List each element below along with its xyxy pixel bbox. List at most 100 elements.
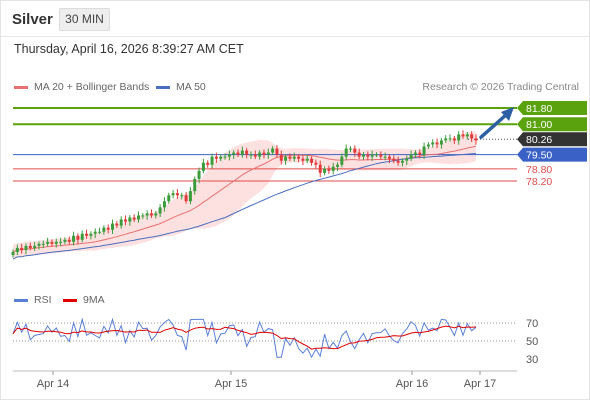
candle-body <box>422 146 426 155</box>
candle-body <box>383 156 387 158</box>
candle-body <box>435 142 439 145</box>
candle-body <box>162 201 166 208</box>
candle-body <box>201 162 205 171</box>
ma50-swatch <box>156 86 170 89</box>
candle-body <box>145 213 149 216</box>
bollinger-bands <box>13 131 476 260</box>
candle-body <box>279 154 283 161</box>
candle-body <box>227 154 231 157</box>
candle-body <box>197 170 201 179</box>
resistance-tag <box>517 117 587 132</box>
axis-label: Apr 14 <box>37 378 69 390</box>
candle-body <box>236 152 240 155</box>
candle-body <box>50 241 54 244</box>
chart-header: Silver 30 MIN <box>1 1 590 37</box>
candle-body <box>374 154 378 156</box>
candle-body <box>124 219 128 222</box>
candle-body <box>132 217 136 220</box>
ma50-line <box>12 153 477 260</box>
rsi-tick: 50 <box>526 336 538 348</box>
candle-body <box>444 138 448 141</box>
rsi-ma-swatch <box>63 299 77 302</box>
candle-body <box>418 152 422 155</box>
candle-body <box>314 162 318 165</box>
candle-body <box>318 164 322 173</box>
symbol-title: Silver <box>12 11 53 28</box>
ma50-label: MA 50 <box>176 81 206 93</box>
candle-body <box>11 251 15 256</box>
candle-body <box>98 231 102 233</box>
axis-label: Apr 15 <box>215 378 247 390</box>
candle-body <box>54 241 58 244</box>
candle-body <box>141 215 145 217</box>
rsi-label: RSI <box>34 294 52 306</box>
support-tag-label: 78.80 <box>526 164 552 176</box>
candle-body <box>46 241 50 244</box>
candle-body <box>470 134 474 139</box>
candle-body <box>370 154 374 157</box>
timeframe-button[interactable]: 30 MIN <box>59 8 110 31</box>
resistance-tag <box>517 101 587 115</box>
candle-body <box>387 156 391 159</box>
candle-body <box>158 207 162 214</box>
candle-body <box>24 245 28 250</box>
candle-body <box>340 156 344 165</box>
candle-body <box>167 195 171 202</box>
candle-body <box>115 223 119 226</box>
candle-body <box>89 233 93 236</box>
candle-body <box>240 150 244 155</box>
candle-body <box>72 235 76 242</box>
candle-body <box>28 245 32 248</box>
arrow-head <box>501 107 514 121</box>
candle-body <box>344 148 348 157</box>
last-tag-label: 80.26 <box>526 134 552 146</box>
candle-body <box>305 158 309 161</box>
candle-body <box>353 148 357 153</box>
candle-body <box>266 152 270 155</box>
candle-body <box>336 164 340 167</box>
candle-body <box>448 138 452 140</box>
candle-body <box>452 138 456 141</box>
candle-body <box>439 140 443 145</box>
candle-body <box>323 168 327 173</box>
candle-body <box>210 156 214 165</box>
pivot-tag-label: 79.50 <box>526 150 552 162</box>
research-credit: Research © 2026 Trading Central <box>422 81 579 93</box>
candle-body <box>41 243 45 245</box>
candle-body <box>284 156 288 161</box>
candle-body <box>275 148 279 155</box>
candle-body <box>258 152 262 157</box>
candle-body <box>180 195 184 197</box>
candle-body <box>327 168 331 171</box>
candle-body <box>33 245 37 248</box>
candle-body <box>206 162 210 165</box>
candle-body <box>253 154 257 157</box>
candle-body <box>310 158 314 163</box>
candle-body <box>349 148 353 150</box>
candle-body <box>413 152 417 155</box>
candle-body <box>67 239 71 242</box>
arrow-shaft <box>479 112 509 139</box>
candle-body <box>465 134 469 137</box>
axis-label: Apr 17 <box>464 378 496 390</box>
rsi-tick: 70 <box>526 318 538 330</box>
rsi-panel: 70 50 30 <box>12 317 538 366</box>
candle-body <box>102 227 106 232</box>
pivot-tag <box>517 147 587 162</box>
rsi-tick: 30 <box>526 354 538 366</box>
forecast-arrow <box>479 107 514 139</box>
ma20-label: MA 20 + Bollinger Bands <box>34 81 150 93</box>
candle-body <box>106 227 110 230</box>
candle-body <box>396 160 400 163</box>
candle-body <box>219 156 223 159</box>
candle-body <box>357 152 361 157</box>
candle-body <box>288 156 292 159</box>
candle-body <box>188 191 192 202</box>
candle-body <box>136 215 140 220</box>
candle-body <box>392 158 396 161</box>
candle-body <box>37 243 41 246</box>
candle-body <box>271 148 275 153</box>
candle-body <box>366 154 370 157</box>
